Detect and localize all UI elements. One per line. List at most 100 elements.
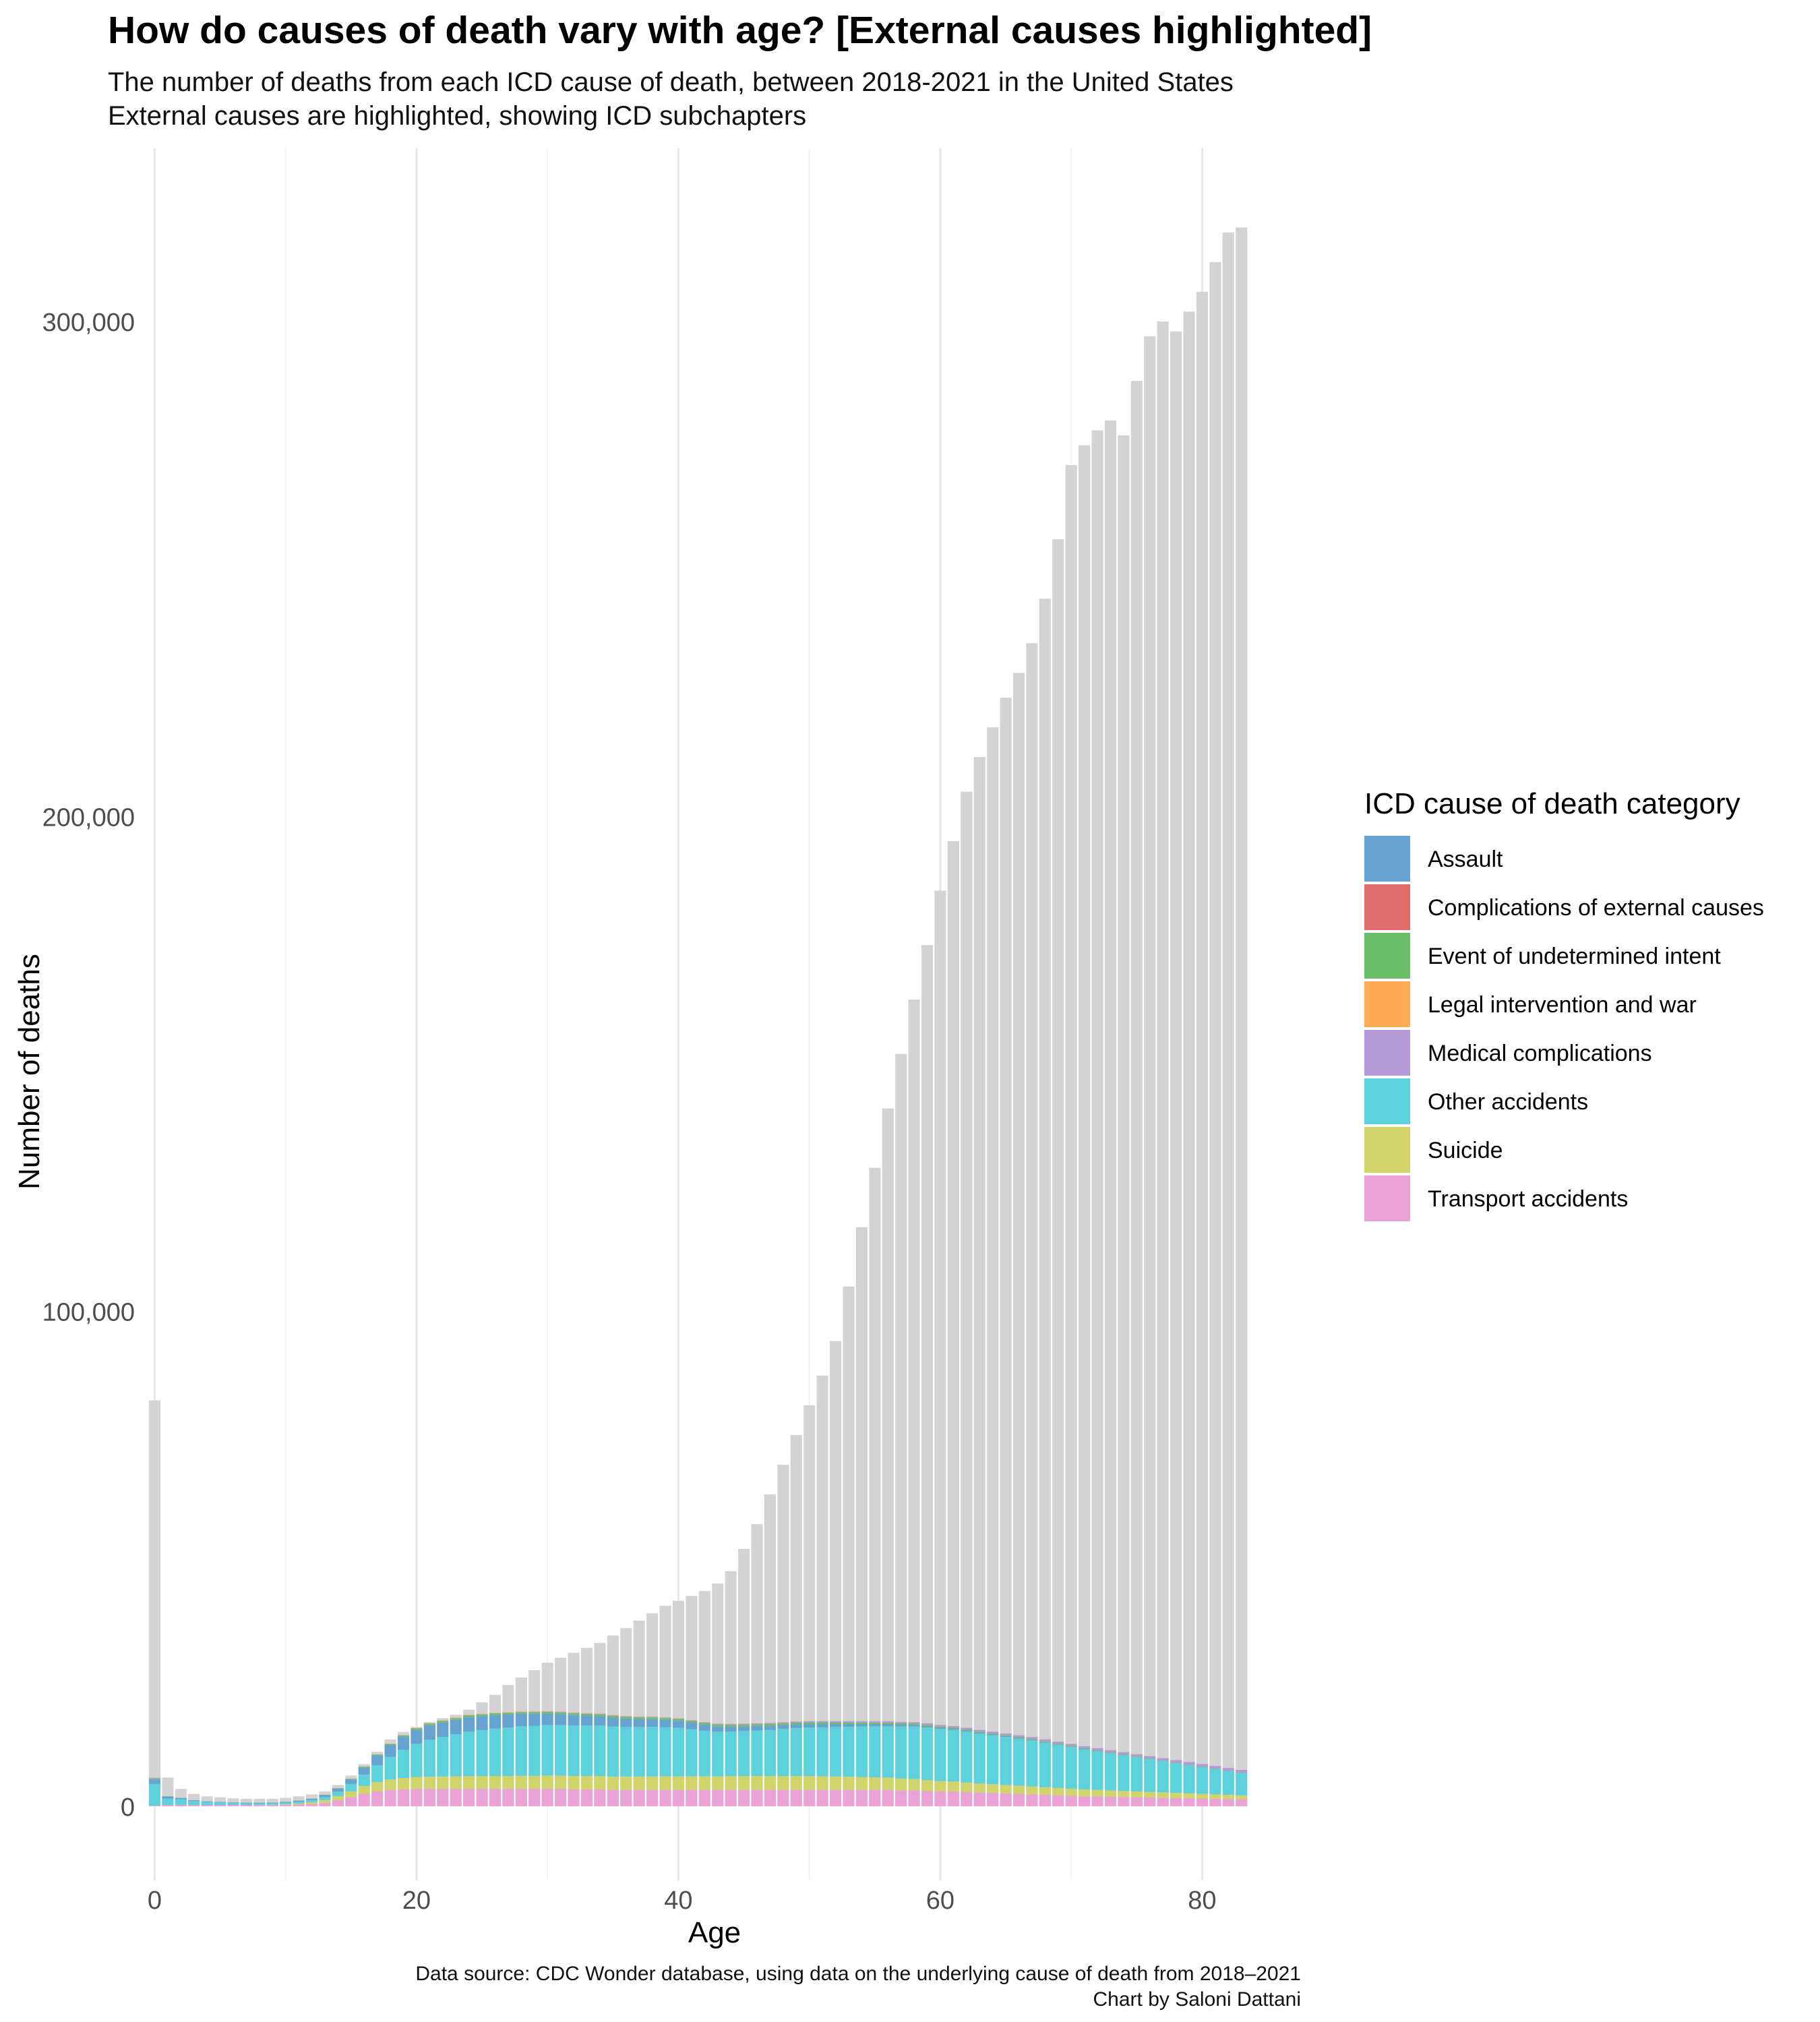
bar-total-age-50	[803, 1405, 816, 1806]
bar-transport-accidents-age-57	[895, 1790, 907, 1806]
bar-other-accidents-age-35	[607, 1726, 619, 1777]
bar-event-of-undetermined-intent-age-67	[1026, 1739, 1038, 1740]
bar-medical-complications-age-64	[987, 1732, 999, 1734]
bar-suicide-age-25	[476, 1776, 488, 1789]
bar-event-of-undetermined-intent-age-19	[397, 1735, 410, 1738]
bar-event-of-undetermined-intent-age-50	[803, 1722, 816, 1724]
bar-suicide-age-18	[384, 1779, 396, 1790]
bar-suicide-age-12	[305, 1802, 318, 1804]
bar-assault-age-23	[450, 1719, 462, 1735]
bar-assault-age-56	[882, 1723, 894, 1726]
bar-transport-accidents-age-2	[175, 1804, 187, 1806]
bar-event-of-undetermined-intent-age-66	[1012, 1737, 1025, 1738]
bar-legal-intervention-and-war-age-25	[476, 1713, 488, 1715]
bar-assault-age-30	[541, 1713, 553, 1725]
bar-suicide-age-58	[908, 1779, 920, 1791]
bar-medical-complications-age-68	[1039, 1739, 1051, 1742]
bar-event-of-undetermined-intent-age-51	[816, 1722, 828, 1724]
legend-label-assault: Assault	[1428, 847, 1503, 872]
bar-other-accidents-age-8	[253, 1803, 266, 1805]
bar-assault-age-45	[738, 1726, 750, 1732]
bar-other-accidents-age-28	[515, 1726, 527, 1776]
bar-medical-complications-age-56	[882, 1721, 894, 1723]
bar-other-accidents-age-47	[764, 1729, 776, 1777]
bar-transport-accidents-age-60	[934, 1791, 946, 1806]
bar-total-age-6	[227, 1798, 239, 1806]
bar-medical-complications-age-62	[961, 1727, 973, 1729]
legend-swatch-suicide	[1364, 1127, 1410, 1173]
y-axis-label: Number of deaths	[13, 954, 46, 1190]
bar-other-accidents-age-55	[869, 1726, 881, 1777]
bar-transport-accidents-age-64	[987, 1793, 999, 1806]
bar-assault-age-51	[816, 1723, 828, 1727]
bar-transport-accidents-age-33	[580, 1789, 593, 1806]
bar-event-of-undetermined-intent-age-61	[947, 1727, 959, 1729]
bar-transport-accidents-age-6	[227, 1805, 239, 1806]
bar-medical-complications-age-26	[489, 1713, 502, 1714]
bar-event-of-undetermined-intent-age-36	[620, 1717, 632, 1719]
bar-suicide-age-66	[1012, 1785, 1025, 1794]
bar-suicide-age-45	[738, 1776, 750, 1790]
bar-suicide-age-32	[568, 1776, 580, 1789]
legend-label-other-accidents: Other accidents	[1428, 1089, 1589, 1115]
bar-other-accidents-age-38	[646, 1727, 659, 1777]
bar-transport-accidents-age-49	[790, 1789, 802, 1806]
bar-suicide-age-44	[725, 1776, 737, 1790]
bar-medical-complications-age-52	[829, 1721, 842, 1723]
bar-transport-accidents-age-68	[1039, 1794, 1051, 1806]
bar-other-accidents-age-71	[1079, 1749, 1091, 1789]
bar-total-age-48	[777, 1465, 789, 1806]
bar-total-age-70	[1065, 464, 1077, 1806]
bar-event-of-undetermined-intent-age-37	[633, 1717, 645, 1719]
bar-medical-complications-age-35	[607, 1715, 619, 1716]
bar-transport-accidents-age-55	[869, 1789, 881, 1806]
bar-legal-intervention-and-war-age-23	[450, 1717, 462, 1718]
bar-transport-accidents-age-39	[659, 1789, 671, 1806]
bar-other-accidents-age-83	[1236, 1773, 1248, 1796]
bar-medical-complications-age-58	[908, 1722, 920, 1724]
bar-suicide-age-77	[1157, 1792, 1169, 1798]
bar-other-accidents-age-70	[1065, 1747, 1077, 1789]
bar-assault-age-41	[686, 1723, 698, 1729]
bar-transport-accidents-age-4	[201, 1805, 213, 1806]
bar-suicide-age-70	[1065, 1788, 1077, 1796]
bar-suicide-age-41	[686, 1776, 698, 1790]
bar-assault-age-64	[987, 1734, 999, 1736]
bar-event-of-undetermined-intent-age-45	[738, 1724, 750, 1727]
bar-other-accidents-age-56	[882, 1725, 894, 1778]
chart-subtitle-line-1: The number of deaths from each ICD cause…	[108, 67, 1234, 97]
bar-other-accidents-age-37	[633, 1727, 645, 1777]
bar-event-of-undetermined-intent-age-75	[1130, 1756, 1143, 1757]
bar-assault-age-10	[280, 1802, 292, 1803]
bar-medical-complications-age-57	[895, 1721, 907, 1724]
bar-medical-complications-age-77	[1157, 1758, 1169, 1761]
legend-item-other-accidents: Other accidents	[1364, 1078, 1796, 1127]
bar-suicide-age-69	[1052, 1787, 1064, 1796]
legend-item-legal-intervention-and-war: Legal intervention and war	[1364, 981, 1796, 1030]
bar-total-age-80	[1196, 291, 1208, 1806]
bar-event-of-undetermined-intent-age-60	[934, 1726, 946, 1728]
bar-medical-complications-age-69	[1052, 1742, 1064, 1744]
bar-transport-accidents-age-8	[253, 1805, 266, 1806]
x-tick-label: 80	[1188, 1887, 1216, 1915]
bar-transport-accidents-age-74	[1118, 1797, 1130, 1806]
bar-other-accidents-age-5	[214, 1802, 226, 1806]
bar-total-age-59	[921, 945, 934, 1806]
bar-suicide-age-38	[646, 1776, 659, 1790]
bar-assault-age-20	[411, 1729, 423, 1744]
bar-total-age-49	[790, 1435, 802, 1806]
bar-event-of-undetermined-intent-age-52	[829, 1722, 842, 1724]
bar-transport-accidents-age-78	[1170, 1798, 1182, 1806]
bar-transport-accidents-age-53	[843, 1789, 855, 1806]
bar-medical-complications-age-36	[620, 1716, 632, 1717]
bar-suicide-age-81	[1209, 1794, 1221, 1799]
bar-suicide-age-30	[541, 1775, 553, 1789]
bar-suicide-age-40	[672, 1776, 684, 1790]
bar-assault-age-60	[934, 1727, 946, 1729]
bar-transport-accidents-age-47	[764, 1789, 776, 1806]
caption-credit: Chart by Saloni Dattani	[1093, 1988, 1302, 2011]
bar-assault-age-15	[345, 1779, 357, 1784]
bar-event-of-undetermined-intent-age-57	[895, 1723, 907, 1725]
bar-total-age-74	[1118, 435, 1130, 1806]
bar-suicide-age-27	[502, 1776, 514, 1789]
